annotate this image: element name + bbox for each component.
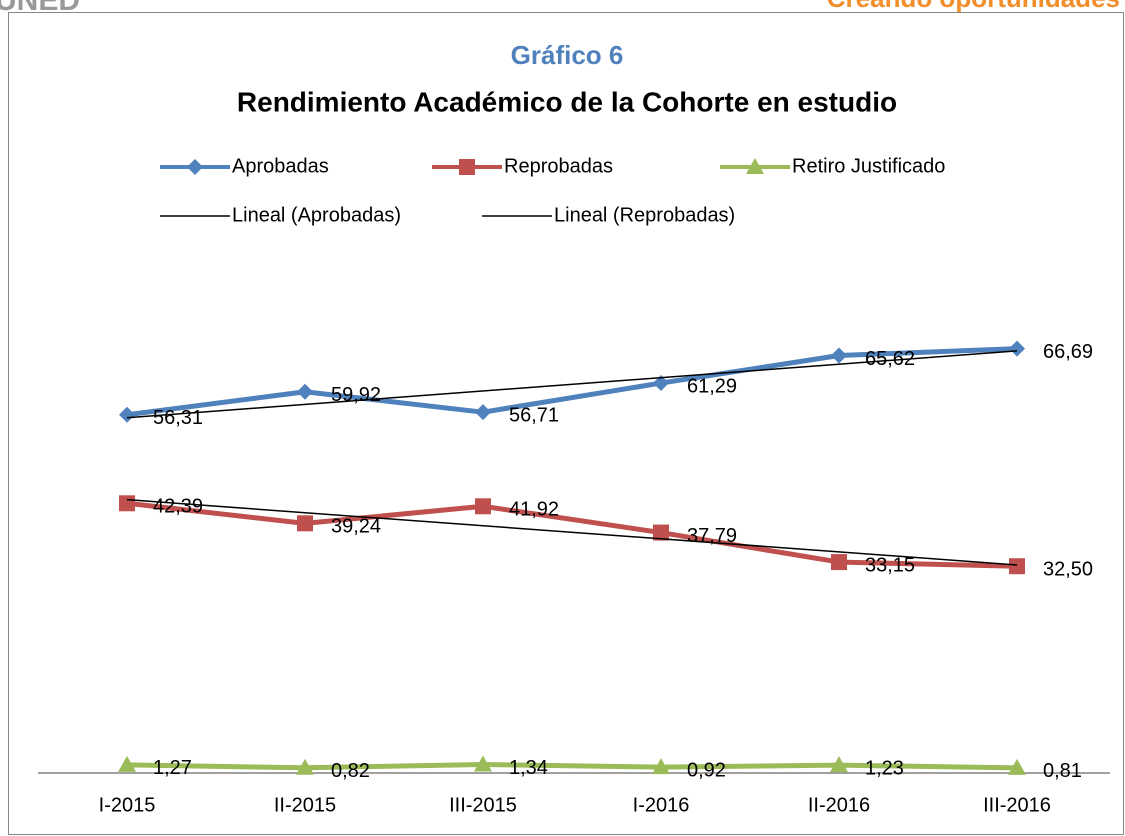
- legend-label: Lineal (Aprobadas): [232, 204, 401, 226]
- marker: [119, 495, 135, 512]
- data-label: 0,81: [1043, 760, 1082, 782]
- trend-line: [126, 498, 1018, 566]
- legend-label: Aprobadas: [232, 155, 329, 177]
- x-tick-label: II-2016: [808, 794, 870, 816]
- chart-title: Gráfico 6: [511, 40, 624, 70]
- data-label: 66,69: [1043, 341, 1093, 363]
- marker: [475, 404, 491, 421]
- data-label: 32,50: [1043, 559, 1093, 581]
- data-label: 0,82: [331, 760, 370, 782]
- data-label: 41,92: [509, 499, 559, 521]
- data-label: 56,31: [153, 407, 203, 429]
- marker: [119, 406, 135, 423]
- marker: [187, 159, 203, 175]
- data-label: 65,62: [865, 348, 915, 370]
- marker: [474, 755, 492, 772]
- legend-label: Retiro Justificado: [792, 155, 945, 177]
- legend-label: Reprobadas: [504, 155, 613, 177]
- series-line: [126, 761, 1018, 771]
- data-label: 42,39: [153, 496, 203, 518]
- data-label: 59,92: [331, 384, 381, 406]
- marker: [1009, 558, 1025, 575]
- series-line: [126, 346, 1018, 418]
- legend-label: Lineal (Reprobadas): [554, 204, 735, 226]
- chart-subtitle: Rendimiento Académico de la Cohorte en e…: [237, 86, 897, 117]
- marker: [831, 347, 847, 364]
- x-tick-label: II-2015: [274, 794, 336, 816]
- data-label: 1,27: [153, 757, 192, 779]
- marker: [830, 756, 848, 773]
- x-tick-label: III-2016: [983, 794, 1051, 816]
- marker: [297, 515, 313, 532]
- data-label: 61,29: [687, 375, 737, 397]
- marker: [653, 375, 669, 392]
- marker: [297, 383, 313, 400]
- logo: UNED: [0, 0, 80, 17]
- data-label: 33,15: [865, 554, 915, 576]
- marker: [296, 758, 314, 775]
- marker: [653, 524, 669, 541]
- data-label: 1,34: [509, 757, 548, 779]
- slogan: Creando oportunidades: [827, 0, 1120, 13]
- marker: [831, 554, 847, 571]
- chart-border: [8, 12, 1124, 835]
- marker: [459, 159, 475, 175]
- marker: [475, 498, 491, 515]
- trend-line: [126, 350, 1018, 419]
- marker: [652, 758, 670, 775]
- data-label: 1,23: [865, 757, 904, 779]
- data-label: 37,79: [687, 525, 737, 547]
- x-tick-label: I-2016: [633, 794, 690, 816]
- marker: [746, 158, 764, 174]
- x-tick-label: III-2015: [449, 794, 517, 816]
- data-label: 39,24: [331, 516, 381, 538]
- data-label: 0,92: [687, 759, 726, 781]
- marker: [118, 755, 136, 772]
- series-line: [126, 500, 1018, 569]
- data-label: 56,71: [509, 404, 559, 426]
- marker: [1008, 758, 1026, 775]
- x-tick-label: I-2015: [99, 794, 156, 816]
- marker: [1009, 340, 1025, 357]
